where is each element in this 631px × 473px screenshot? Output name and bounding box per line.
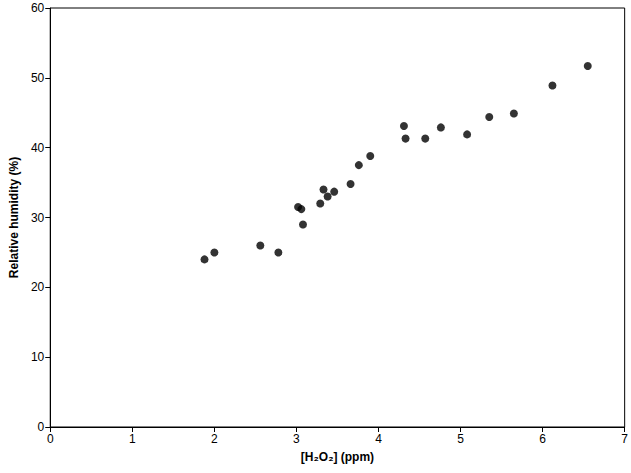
svg-text:5: 5	[457, 432, 464, 446]
svg-text:7: 7	[621, 432, 628, 446]
svg-text:40: 40	[31, 141, 45, 155]
svg-text:6: 6	[539, 432, 546, 446]
svg-text:2: 2	[211, 432, 218, 446]
svg-text:0: 0	[47, 432, 54, 446]
svg-text:4: 4	[375, 432, 382, 446]
svg-text:60: 60	[31, 1, 45, 15]
svg-text:[H₂O₂] (ppm): [H₂O₂] (ppm)	[301, 450, 374, 464]
svg-text:30: 30	[31, 211, 45, 225]
svg-text:20: 20	[31, 280, 45, 294]
svg-text:Relative humidity (%): Relative humidity (%)	[7, 157, 21, 278]
svg-text:10: 10	[31, 350, 45, 364]
svg-text:1: 1	[129, 432, 136, 446]
svg-text:3: 3	[293, 432, 300, 446]
svg-text:0: 0	[38, 420, 45, 434]
svg-text:50: 50	[31, 71, 45, 85]
